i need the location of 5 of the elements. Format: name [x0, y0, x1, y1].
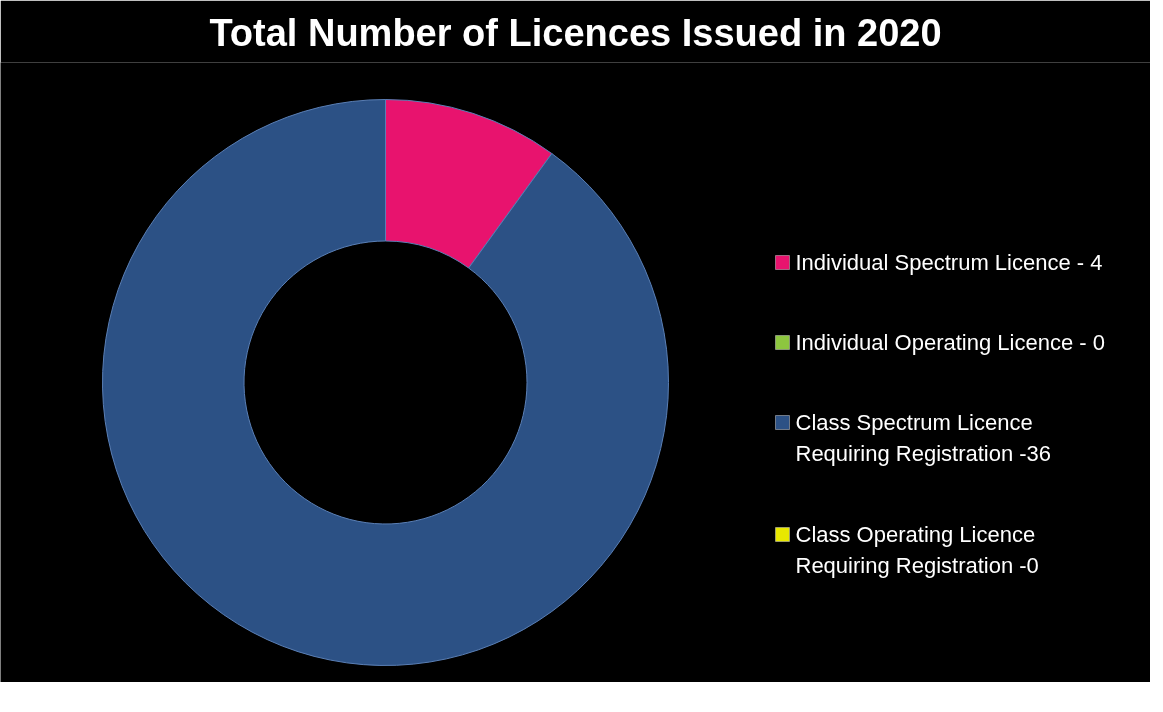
legend-label: Individual Spectrum Licence - 4 [795, 249, 1103, 275]
chart-title: Total Number of Licences Issued in 2020 [209, 11, 942, 54]
legend-label: Class Operating Licence Requiring Registration -0 [795, 521, 1039, 578]
legend-label: Class Spectrum Licence Requiring Registration -36 [795, 409, 1052, 466]
legend-label: Individual Operating Licence - 0 [795, 329, 1105, 355]
